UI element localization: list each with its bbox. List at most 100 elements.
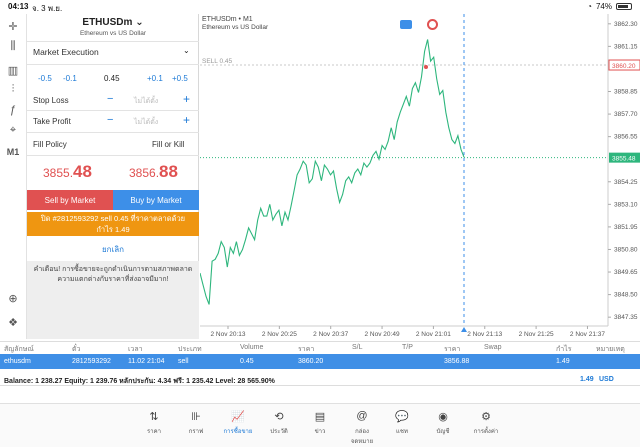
tab-label: กราฟ (188, 429, 204, 435)
y-tick-label: 3857.70 (614, 111, 638, 118)
tab-label: แชท (396, 429, 408, 435)
current-price-tag (609, 152, 640, 163)
execution-select[interactable]: Market Execution (33, 47, 99, 57)
execution-chevron-icon[interactable]: ⌄ (183, 46, 190, 55)
close-position-button[interactable]: ปิด #2812593292 sell 0.45 ที่ราคาตลาดด้ว… (27, 212, 199, 236)
bid-price-main: 3855. (43, 166, 74, 180)
profit-currency: USD (599, 376, 614, 383)
volume-field[interactable]: 0.45 (104, 74, 120, 83)
zoom-icon[interactable]: ⊕ (8, 292, 18, 305)
y-tick-label: 3847.35 (614, 314, 638, 321)
tab-8[interactable]: ⚙ การตั้งค่า (468, 410, 504, 436)
divider (27, 132, 199, 133)
sl-minus-button[interactable]: − (107, 93, 114, 105)
tab-label: ราคา (147, 429, 161, 435)
table-cell: ethusdm (4, 358, 31, 365)
tab-quotes-icon: ⇅ (149, 411, 159, 423)
divider (27, 155, 199, 156)
tab-5[interactable]: @ กล่องจดหมาย (344, 410, 380, 446)
tab-2[interactable]: 📈 การซื้อขาย (220, 410, 256, 436)
objects-icon[interactable]: ⌖ (9, 123, 17, 136)
symbol-selector[interactable]: ETHUSDm ⌄ (27, 17, 199, 28)
take-profit-label: Take Profit (33, 117, 71, 126)
fill-policy-select[interactable]: Fill or Kill (152, 140, 185, 149)
tp-minus-button[interactable]: − (107, 114, 114, 126)
bars-icon[interactable]: ▥ (7, 64, 19, 77)
bid-price: 3855.48 (43, 162, 92, 182)
crosshair-icon[interactable]: ✛ (8, 20, 18, 33)
ask-price-big: 88 (159, 162, 178, 181)
wifi-icon: ◔ (587, 2, 592, 11)
tp-plus-button[interactable]: + (183, 113, 191, 127)
y-tick-label: 3856.55 (614, 134, 638, 141)
column-header: เวลา (128, 346, 143, 353)
chevron-down-icon: ⌄ (135, 17, 144, 28)
tab-trade-icon: 📈 (231, 411, 245, 423)
cancel-button[interactable]: ยกเลิก (101, 245, 124, 254)
logo-icon[interactable]: ❖ (8, 316, 18, 329)
buy-by-market-button[interactable]: Buy by Market (113, 190, 199, 210)
tab-6[interactable]: 💬 แชท (384, 410, 420, 436)
x-tick-label: 2 Nov 20:37 (313, 331, 348, 338)
x-tick-label: 2 Nov 20:13 (210, 331, 245, 338)
ask-price: 3856.88 (129, 162, 178, 182)
sell-level-label: SELL 0.45 (202, 58, 233, 65)
chart-settings-icon[interactable] (427, 19, 438, 30)
divider (27, 41, 199, 42)
column-header: Swap (484, 344, 502, 351)
tab-label: บัญชี (436, 429, 450, 435)
timeframe-label[interactable]: M1 (6, 147, 20, 157)
tab-label: การซื้อขาย (223, 429, 253, 435)
volume-minus-0.5-button[interactable]: -0.5 (38, 74, 52, 83)
function-icon[interactable]: ƒ (9, 104, 17, 116)
y-tick-label: 3849.65 (614, 269, 638, 276)
x-tick-label: 2 Nov 21:25 (519, 331, 554, 338)
tab-7[interactable]: ◉ บัญชี (425, 410, 461, 436)
tab-4[interactable]: ▤ ข่าว (302, 410, 338, 436)
volume-plus-0.5-button[interactable]: +0.5 (172, 74, 188, 83)
balance-bar: Balance: 1 238.27 Equity: 1 239.76 หลักป… (0, 373, 640, 386)
volume-minus-0.1-button[interactable]: -0.1 (63, 74, 77, 83)
status-time: 04:13 (8, 2, 29, 11)
chart-title: ETHUSDm • M1 (202, 16, 253, 23)
price-chart[interactable]: 3862.30 3861.15 3858.85 3857.70 3856.55 3854.… (199, 14, 640, 339)
tab-0[interactable]: ⇅ ราคา (136, 410, 172, 436)
battery-icon (616, 3, 632, 10)
symbol-name: ETHUSDm (82, 17, 133, 28)
sl-field[interactable]: ไม่ได้ตั้ง (134, 98, 159, 105)
tab-3[interactable]: ⟲ ประวัติ (261, 410, 297, 436)
candles-icon[interactable]: ⫼ (10, 39, 16, 52)
volume-plus-0.1-button[interactable]: +0.1 (147, 74, 163, 83)
sell-price-tag (608, 59, 640, 71)
tab-label: กล่องจดหมาย (350, 429, 374, 445)
sell-entry-marker (424, 65, 428, 70)
indicators-icon[interactable]: ⫶ (11, 82, 15, 95)
battery-percent: 74% (595, 2, 612, 11)
symbol-description: Ethereum vs US Dollar (79, 30, 147, 37)
tab-label: ข่าว (314, 429, 326, 435)
price-line (199, 39, 465, 305)
table-cell: sell (178, 358, 189, 365)
table-cell: 2812593292 (72, 358, 111, 365)
tp-field[interactable]: ไม่ได้ตั้ง (134, 119, 159, 126)
tab-accounts-icon: ◉ (438, 411, 448, 423)
table-row[interactable]: ethusdm 2812593292 11.02 21:04 sell 0.45 3860… (0, 354, 640, 369)
divider (27, 64, 199, 65)
sell-by-market-button[interactable]: Sell by Market (27, 190, 113, 210)
column-header: ราคา (298, 346, 315, 353)
chart-subtitle: Ethereum vs US Dollar (202, 24, 269, 31)
x-tick-label: 2 Nov 20:49 (365, 331, 400, 338)
y-tick-label: 3861.15 (614, 43, 638, 50)
tab-mailbox-icon: @ (356, 410, 368, 422)
close-position-line2: กำไร 1.49 (96, 225, 130, 234)
column-header: Volume (240, 344, 264, 351)
table-cell: 3856.88 (444, 358, 470, 365)
sl-plus-button[interactable]: + (183, 92, 191, 106)
one-click-trading-icon[interactable] (400, 20, 412, 29)
column-header: ราคา (444, 346, 461, 353)
tab-1[interactable]: ⊪ กราฟ (178, 410, 214, 436)
y-tick-label: 3858.85 (614, 89, 638, 96)
column-header: หมายเหตุ (596, 346, 625, 353)
table-cell: 3860.20 (298, 358, 324, 365)
y-tick-label: 3851.95 (614, 224, 638, 231)
